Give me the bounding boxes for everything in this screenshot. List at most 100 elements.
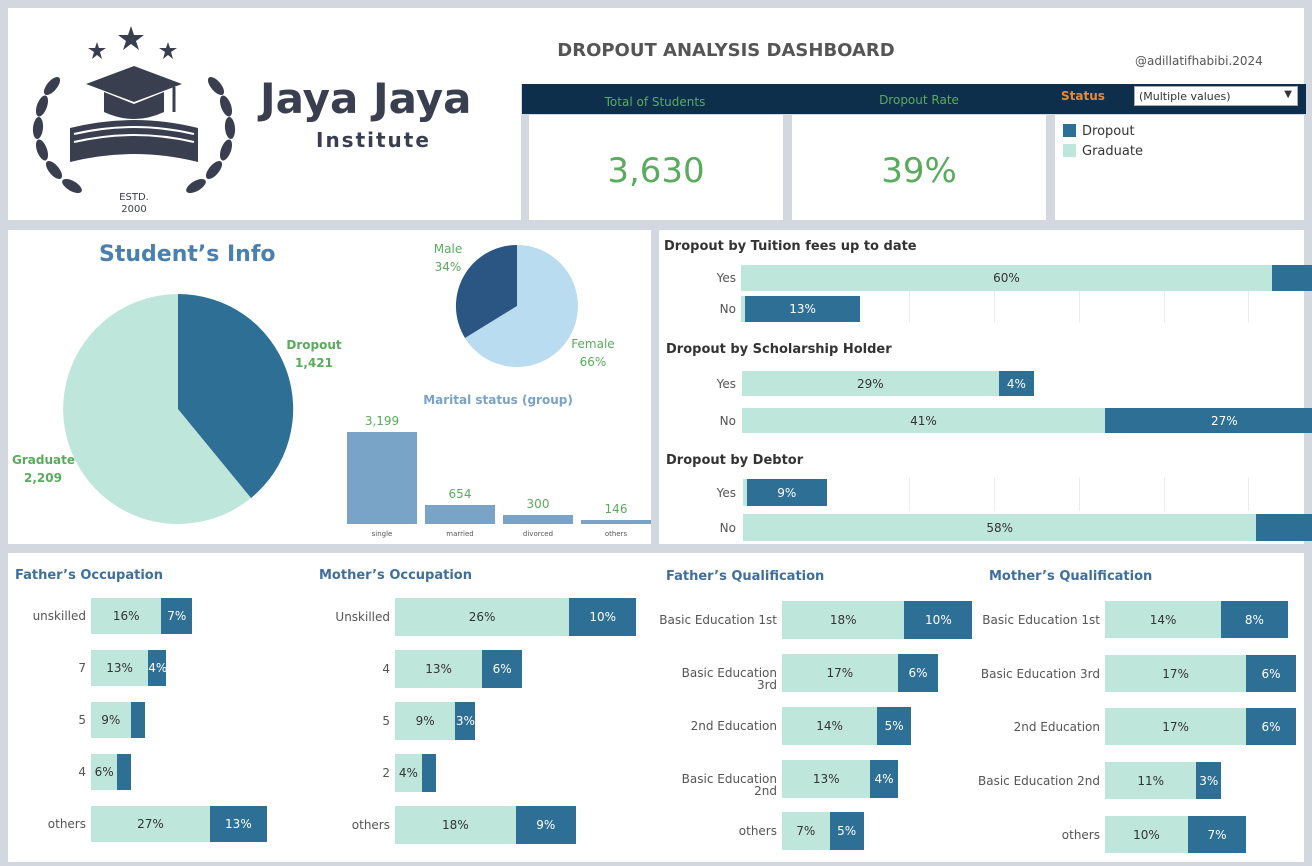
- mother-s-occupation-bar-graduate[interactable]: [395, 754, 422, 792]
- mother-s-occupation-category-label: 5: [382, 714, 390, 728]
- scholarship-chart-title: Dropout by Scholarship Holder: [666, 342, 892, 357]
- father-s-occupation-bar-graduate[interactable]: [91, 650, 149, 686]
- mother-s-occupation-bar-dropout[interactable]: [569, 598, 637, 636]
- dropout-by-debtor-bar-graduate[interactable]: [743, 514, 1257, 541]
- gender-pie-slice-female[interactable]: [465, 245, 578, 367]
- mother-s-occupation-bar-dropout[interactable]: [421, 754, 436, 792]
- marital-bar-married[interactable]: [425, 505, 495, 524]
- mother-s-qualification-category-label: Basic Education 1st: [982, 612, 1100, 627]
- father-s-occupation-bar-dropout[interactable]: [209, 806, 267, 842]
- mother-s-occupation-graduate-label: 13%: [425, 662, 452, 676]
- status-pie-dropout-value: 1,421: [295, 356, 333, 370]
- mother-s-occupation-bar-graduate[interactable]: [395, 806, 516, 844]
- mother-s-qualification-bar-dropout[interactable]: [1188, 816, 1247, 853]
- father-s-occupation-bar-dropout[interactable]: [117, 754, 132, 790]
- mother-s-qualification-bar-graduate[interactable]: [1105, 816, 1188, 853]
- father-s-occupation-dropout-label: 13%: [225, 817, 252, 831]
- mother-s-occupation-bar-graduate[interactable]: [395, 702, 456, 740]
- mother-s-occupation-graduate-label: 9%: [415, 714, 435, 728]
- father-s-qualification-dropout-label: 5%: [884, 719, 904, 733]
- family-panel: Father’s Occupation Mother’s Occupation …: [8, 553, 1304, 862]
- dropout-by-scholarship-holder-bar-dropout[interactable]: [1104, 408, 1312, 433]
- marital-bar-single[interactable]: [347, 432, 417, 524]
- mother-s-occupation-dropout-label: 9%: [536, 818, 556, 832]
- dropout-by-tuition-fees-up-to-date-category-label: No: [719, 302, 736, 316]
- dropout-by-scholarship-holder-bar-graduate[interactable]: [742, 408, 1105, 433]
- dropout-by-debtor-bar-dropout[interactable]: [1256, 514, 1312, 541]
- dropout-by-tuition-fees-up-to-date-bar-dropout[interactable]: [745, 296, 861, 322]
- marital-value-label: 654: [448, 487, 472, 502]
- mother-s-qualification-bar-graduate[interactable]: [1105, 708, 1247, 745]
- mother-s-qualification-bar-dropout[interactable]: [1221, 601, 1288, 638]
- dropout-by-scholarship-holder-bar-graduate[interactable]: [742, 371, 999, 396]
- father-s-occupation-bar-dropout[interactable]: [130, 702, 145, 738]
- legend-label-dropout[interactable]: Dropout: [1082, 124, 1135, 139]
- mother-s-qualification-category-label: 2nd Education: [1013, 719, 1100, 734]
- father-s-qualification-dropout-label: 10%: [925, 613, 952, 627]
- mother-s-qualification-bar-dropout[interactable]: [1196, 762, 1222, 799]
- mother-s-qualification-bar-dropout[interactable]: [1246, 655, 1296, 692]
- father-s-qualification-bar-dropout[interactable]: [870, 760, 898, 798]
- legend-label-graduate[interactable]: Graduate: [1082, 144, 1143, 159]
- gender-pie-slice-male[interactable]: [455, 244, 517, 338]
- father-s-qualification-bar-dropout[interactable]: [897, 654, 939, 692]
- mother-s-qualification-bar-graduate[interactable]: [1105, 762, 1197, 799]
- mother-s-qualification-dropout-label: 8%: [1244, 612, 1264, 627]
- gridline: [1079, 265, 1080, 323]
- dropout-by-tuition-fees-up-to-date-category-label: Yes: [716, 271, 736, 285]
- father-s-qualification-bar-dropout[interactable]: [829, 812, 864, 850]
- mother-s-occupation-bar-graduate[interactable]: [395, 650, 483, 688]
- father-s-qualification-graduate-label: 13%: [812, 772, 840, 786]
- mother-s-qualification-dropout-label: 7%: [1207, 827, 1227, 842]
- father-s-occupation-bar-graduate[interactable]: [91, 806, 210, 842]
- father-s-occupation-bar-graduate[interactable]: [91, 598, 162, 634]
- dropout-by-tuition-fees-up-to-date-bar-graduate[interactable]: [741, 265, 1272, 291]
- dropout-by-tuition-fees-up-to-date-bar-dropout[interactable]: [1272, 265, 1312, 291]
- father-s-occupation-graduate-label: 27%: [137, 817, 164, 831]
- father-s-qualification-bar-graduate[interactable]: [782, 760, 871, 798]
- mother-s-occupation-bar-dropout[interactable]: [515, 806, 576, 844]
- father-s-qualification-bar-graduate[interactable]: [782, 812, 830, 850]
- status-pie-chart: [63, 293, 294, 524]
- mother-s-qualification-dropout-label: 3%: [1199, 773, 1219, 788]
- dropout-by-scholarship-holder-dropout-label: 27%: [1210, 413, 1238, 428]
- gender-female-pct: 66%: [579, 355, 607, 369]
- dropout-by-debtor-bar-graduate[interactable]: [743, 479, 747, 506]
- father-s-qualification-bar-dropout[interactable]: [877, 707, 912, 745]
- mother-s-qualification-category-label: Basic Education 2nd: [978, 773, 1100, 788]
- logo-estd-text: ESTD.: [119, 192, 149, 203]
- father-s-occupation-bar-graduate[interactable]: [91, 754, 118, 790]
- father-s-qualification-category-label: Basic Education 2nd: [681, 772, 777, 798]
- father-s-qualification-bar-graduate[interactable]: [782, 601, 905, 639]
- mother-s-qualification-category-label: others: [1061, 827, 1100, 842]
- mother-s-qualification-bar-dropout[interactable]: [1246, 708, 1296, 745]
- dropout-by-debtor-bar-dropout[interactable]: [747, 479, 827, 506]
- dropout-by-tuition-fees-up-to-date-bar-graduate[interactable]: [741, 296, 745, 322]
- dropout-by-scholarship-holder-bar-dropout[interactable]: [998, 371, 1035, 396]
- mother-s-occupation-bar-graduate[interactable]: [395, 598, 570, 636]
- father-s-occupation-bar-graduate[interactable]: [91, 702, 131, 738]
- father-s-occupation-bar-dropout[interactable]: [161, 598, 193, 634]
- father-s-qualification-bar-dropout[interactable]: [904, 601, 973, 639]
- father-s-qualification-bar-graduate[interactable]: [782, 707, 878, 745]
- marital-bar-divorced[interactable]: [503, 515, 573, 524]
- status-pie-slice-dropout[interactable]: [178, 293, 294, 498]
- father-s-qualification-bar-graduate[interactable]: [782, 654, 898, 692]
- father-s-qualification-category-label: Basic Education 3rd: [681, 666, 777, 692]
- marital-bar-others[interactable]: [581, 519, 651, 524]
- dropout-rate-value: 39%: [881, 151, 957, 191]
- mother-s-qualification-bar-graduate[interactable]: [1105, 601, 1222, 638]
- father-s-occupation-bar-dropout[interactable]: [148, 650, 166, 686]
- dropout-by-debtor-graduate-label: 58%: [986, 520, 1013, 535]
- legend-card: Dropout Graduate: [1055, 115, 1304, 220]
- status-pie-slice-graduate[interactable]: [63, 294, 252, 524]
- marital-value-label: 3,199: [364, 414, 400, 428]
- father-s-qualification-category-label: others: [738, 824, 777, 838]
- mother-s-occupation-graduate-label: 18%: [441, 818, 469, 832]
- mother-s-qualification-bar-graduate[interactable]: [1105, 655, 1247, 692]
- status-filter-select[interactable]: (Multiple values) ▼: [1134, 86, 1298, 106]
- legend-swatch-graduate: [1063, 144, 1076, 157]
- mother-s-occupation-bar-dropout[interactable]: [482, 650, 523, 688]
- gridline: [994, 265, 995, 323]
- mother-s-occupation-bar-dropout[interactable]: [455, 702, 476, 740]
